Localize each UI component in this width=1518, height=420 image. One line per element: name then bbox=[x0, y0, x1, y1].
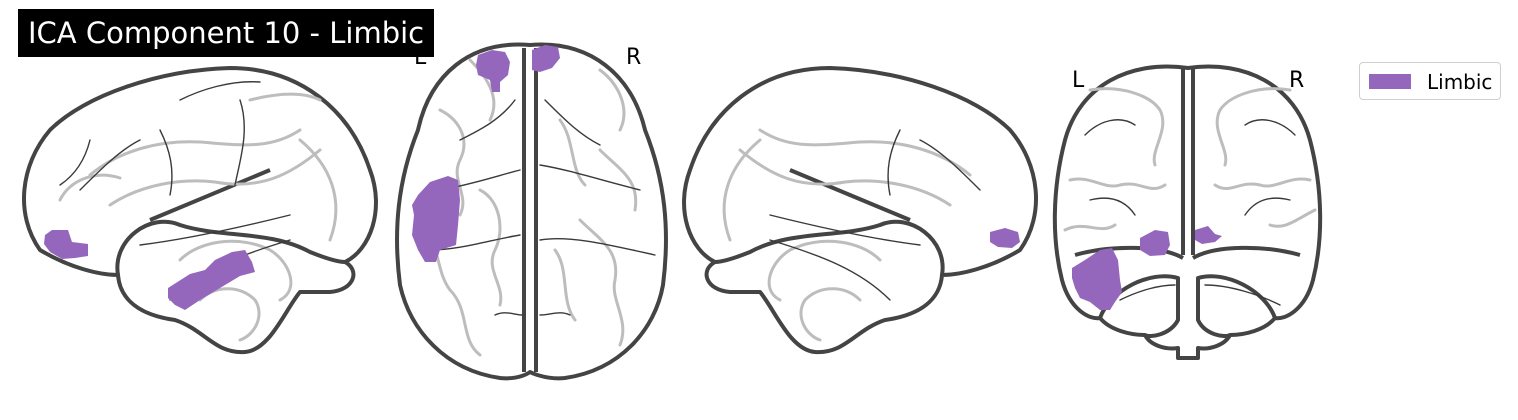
coronal-view bbox=[1052, 64, 1323, 360]
legend-swatch-limbic bbox=[1369, 74, 1411, 89]
coronal-left-label: L bbox=[1072, 68, 1085, 93]
limbic-blob-medial-left-coronal bbox=[1140, 230, 1170, 256]
sagittal-right-view bbox=[682, 66, 1038, 355]
coronal-right-label: R bbox=[1289, 68, 1305, 93]
limbic-blob-medial-right-coronal bbox=[1195, 226, 1222, 244]
sagittal-left-view bbox=[22, 66, 378, 355]
limbic-blob-temporal-left-axial bbox=[412, 176, 460, 262]
limbic-blob-temporal-left-coronal bbox=[1072, 248, 1122, 310]
legend: Limbic bbox=[1359, 62, 1501, 100]
limbic-blob-frontal-sagittal-left bbox=[44, 230, 88, 259]
axial-left-label: L bbox=[414, 45, 427, 70]
limbic-blob-temporal-sagittal-left bbox=[168, 250, 255, 310]
figure-title: ICA Component 10 - Limbic bbox=[18, 9, 435, 57]
limbic-blob-frontal-left-axial bbox=[476, 50, 510, 92]
axial-right-label: R bbox=[626, 45, 642, 70]
axial-view bbox=[395, 42, 668, 381]
limbic-blob-frontal-right-axial bbox=[532, 45, 560, 72]
limbic-blob-frontal-sagittal-right bbox=[990, 228, 1020, 248]
legend-label-limbic: Limbic bbox=[1427, 70, 1493, 94]
